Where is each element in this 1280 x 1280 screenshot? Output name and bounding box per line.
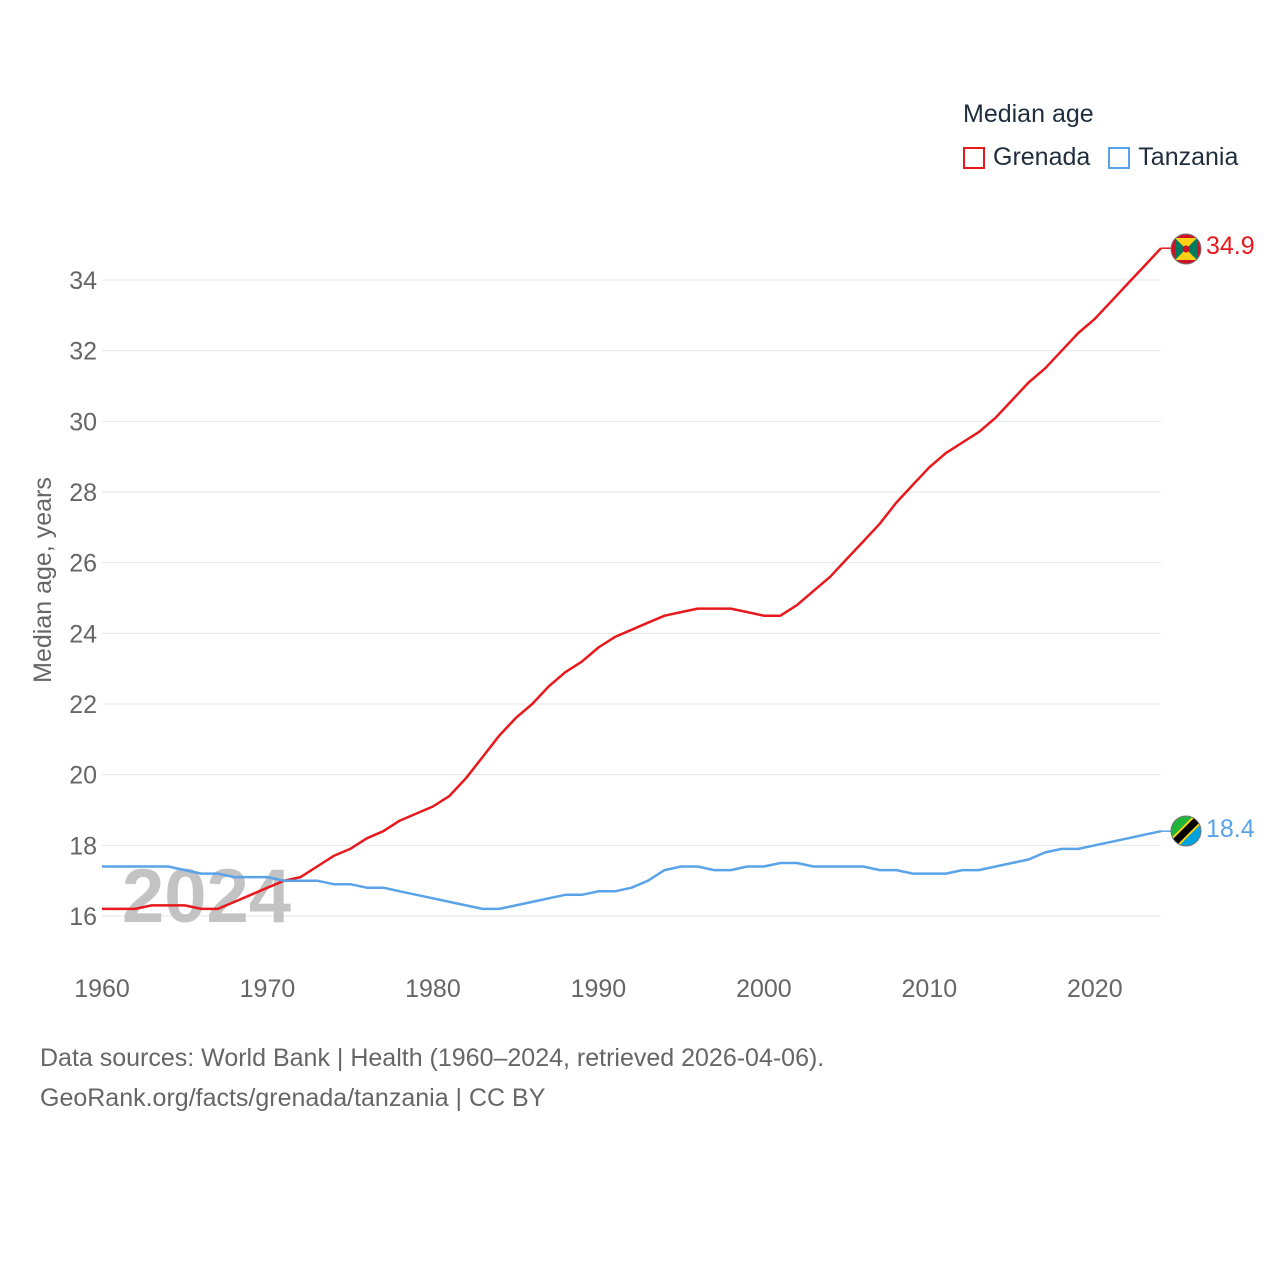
y-tick-label-28: 28 (69, 479, 97, 507)
x-tick-label-2000: 2000 (736, 975, 792, 1003)
grenada-end-label: 34.9 (1206, 232, 1255, 260)
x-tick-label-1990: 1990 (571, 975, 627, 1003)
x-tick-label-2010: 2010 (902, 975, 958, 1003)
y-tick-label-26: 26 (69, 550, 97, 578)
footer-source: Data sources: World Bank | Health (1960–… (40, 1044, 825, 1072)
y-tick-label-24: 24 (69, 620, 97, 648)
x-tick-label-2020: 2020 (1067, 975, 1123, 1003)
legend-label-tanzania: Tanzania (1138, 143, 1239, 171)
y-tick-label-30: 30 (69, 408, 97, 436)
legend-swatch-tanzania (1108, 146, 1131, 169)
x-tick-label-1970: 1970 (240, 975, 296, 1003)
footer-license: GeoRank.org/facts/grenada/tanzania | CC … (40, 1084, 546, 1112)
y-tick-label-34: 34 (69, 267, 97, 295)
y-tick-label-20: 20 (69, 762, 97, 790)
tanzania-end-label: 18.4 (1206, 815, 1255, 843)
y-tick-label-18: 18 (69, 832, 97, 860)
y-tick-label-22: 22 (69, 691, 97, 719)
legend-item-grenada[interactable]: Grenada (963, 143, 1090, 172)
x-tick-label-1980: 1980 (405, 975, 461, 1003)
line-chart: 2024 16 18 20 22 24 26 28 30 32 34 1960 1970 1980 199… (29, 232, 1255, 1003)
y-tick-label-32: 32 (69, 338, 97, 366)
legend: Grenada Tanzania (963, 143, 1256, 172)
series-line-tanzania[interactable] (102, 829, 1162, 911)
legend-item-tanzania[interactable]: Tanzania (1108, 143, 1238, 172)
y-axis-label: Median age, years (29, 477, 57, 683)
y-tick-label-16: 16 (69, 903, 97, 931)
x-tick-label-1960: 1960 (74, 975, 130, 1003)
legend-label-grenada: Grenada (993, 143, 1091, 171)
year-watermark: 2024 (122, 854, 291, 939)
series-line-grenada[interactable] (102, 247, 1162, 911)
legend-swatch-grenada (963, 146, 985, 169)
legend-title: Median age (963, 100, 1094, 128)
grenada-flag-icon (1170, 233, 1202, 265)
tanzania-flag-icon (1170, 815, 1202, 847)
